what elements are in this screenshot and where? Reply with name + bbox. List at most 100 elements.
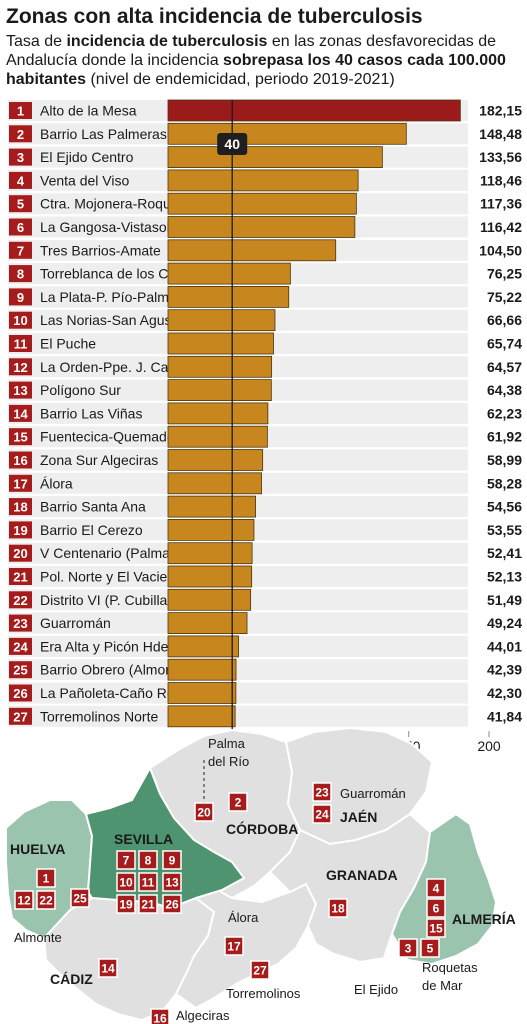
value-label: 62,23 <box>487 405 522 421</box>
map-marker-label: 6 <box>433 902 440 916</box>
bar <box>167 612 248 634</box>
map-marker-label: 5 <box>427 942 434 956</box>
map-marker-box <box>194 802 214 822</box>
bar <box>167 565 253 588</box>
rank-label: 5 <box>17 197 24 212</box>
rank-label: 3 <box>17 150 24 165</box>
bar <box>167 309 276 332</box>
rank-badge <box>9 428 32 446</box>
chart-subtitle: Tasa de incidencia de tuberculosis en la… <box>6 32 521 89</box>
value-label: 42,30 <box>487 685 522 701</box>
rank-label: 11 <box>14 337 28 352</box>
province-label-cadiz: CÁDIZ <box>50 971 93 987</box>
map-marker-label: 13 <box>165 876 179 890</box>
category-label: Torremolinos Norte <box>40 708 158 724</box>
bar <box>167 402 269 425</box>
bar <box>167 379 272 402</box>
rank-badge <box>9 568 32 585</box>
rank-badge <box>9 498 32 516</box>
category-label: Alto de la Mesa <box>40 103 137 119</box>
bar <box>167 635 240 658</box>
bar <box>167 146 383 168</box>
map-marker-box <box>250 960 270 980</box>
place-label-palma: Palma del Río <box>208 736 249 769</box>
rank-badge <box>9 218 32 236</box>
bar <box>167 588 252 611</box>
map-marker: 12 <box>14 890 34 910</box>
map-marker: 1 <box>36 868 56 888</box>
map-marker-label: 24 <box>315 808 329 822</box>
rank-label: 10 <box>13 313 27 328</box>
map-marker-box <box>36 868 56 888</box>
value-label: 116,42 <box>480 219 522 235</box>
rank-label: 22 <box>13 593 27 608</box>
category-label: Barrio Las Viñas <box>40 405 142 421</box>
category-label: Tres Barrios-Amate <box>40 242 161 258</box>
bar <box>167 425 268 448</box>
map-marker-box <box>426 878 446 898</box>
row-background <box>8 705 468 727</box>
map-marker: 11 <box>138 872 158 892</box>
bar <box>167 192 357 215</box>
rank-badge <box>9 171 32 189</box>
map-marker-label: 14 <box>101 962 115 976</box>
rank-badge <box>9 265 32 283</box>
rank-badge <box>9 404 32 422</box>
bar <box>167 355 273 378</box>
map-marker: 24 <box>312 804 332 824</box>
map-marker: 2 <box>228 792 248 812</box>
category-label: El Puche <box>40 336 96 352</box>
category-label: Barrio El Cerezo <box>40 522 143 538</box>
map-marker-box <box>116 872 136 892</box>
category-label: Pol. Norte y El Vacie <box>40 569 168 585</box>
value-label: 65,74 <box>487 336 522 352</box>
map-marker-box <box>138 894 158 914</box>
rank-badge <box>9 288 32 306</box>
category-label: Distrito VI (P. Cubillas) <box>40 592 179 608</box>
category-label: La Orden-Ppe. J. Carlos <box>40 359 191 375</box>
category-label: V Centenario (Palma R.) <box>40 545 193 561</box>
map-marker-label: 22 <box>39 894 53 908</box>
category-label: Ctra. Mojonera-Roquetas <box>40 196 197 212</box>
place-label-alora: Álora <box>228 910 259 925</box>
value-label: 64,38 <box>487 382 522 398</box>
rank-badge <box>9 661 32 679</box>
place-label-ejido: El Ejido <box>354 982 398 997</box>
bar <box>167 285 290 308</box>
bar <box>167 472 262 495</box>
value-label: 61,92 <box>487 429 522 445</box>
category-label: Barrio Las Palmeras <box>40 126 167 142</box>
bar <box>167 518 255 541</box>
subtitle-text-1: Tasa de <box>6 33 67 50</box>
rank-label: 13 <box>13 383 27 398</box>
category-label: La Plata-P. Pío-Palmete <box>40 289 189 305</box>
map-marker-label: 1 <box>43 872 50 886</box>
map-marker-label: 23 <box>315 786 329 800</box>
bar <box>167 705 236 728</box>
chart-title: Zonas con alta incidencia de tuberculosi… <box>6 5 423 28</box>
rank-badge <box>9 637 32 655</box>
value-label: 76,25 <box>487 266 522 282</box>
rank-label: 8 <box>17 267 24 282</box>
map-marker: 16 <box>150 1008 170 1024</box>
rank-label: 26 <box>13 686 27 701</box>
map-marker: 15 <box>426 918 446 938</box>
threshold-badge-label: 40 <box>224 136 240 152</box>
bar <box>167 216 356 238</box>
province-label-granada: GRANADA <box>326 867 398 883</box>
rank-badge <box>9 591 32 609</box>
map-marker-label: 15 <box>429 922 443 936</box>
rank-label: 4 <box>17 173 25 188</box>
rank-label: 25 <box>13 663 27 678</box>
province-label-jaen: JAÉN <box>340 809 377 825</box>
subtitle-bold-2: sobrepasa los 40 casos cada 100.000 habi… <box>6 52 506 88</box>
map-marker: 10 <box>116 872 136 892</box>
rank-label: 18 <box>13 500 27 515</box>
category-label: Barrio Santa Ana <box>40 499 146 515</box>
value-label: 64,57 <box>487 359 522 375</box>
bar <box>167 169 359 192</box>
row-background <box>8 682 468 704</box>
map-marker-label: 16 <box>153 1012 167 1024</box>
province-label-sevilla: SEVILLA <box>114 831 173 847</box>
rank-badge <box>9 451 32 469</box>
